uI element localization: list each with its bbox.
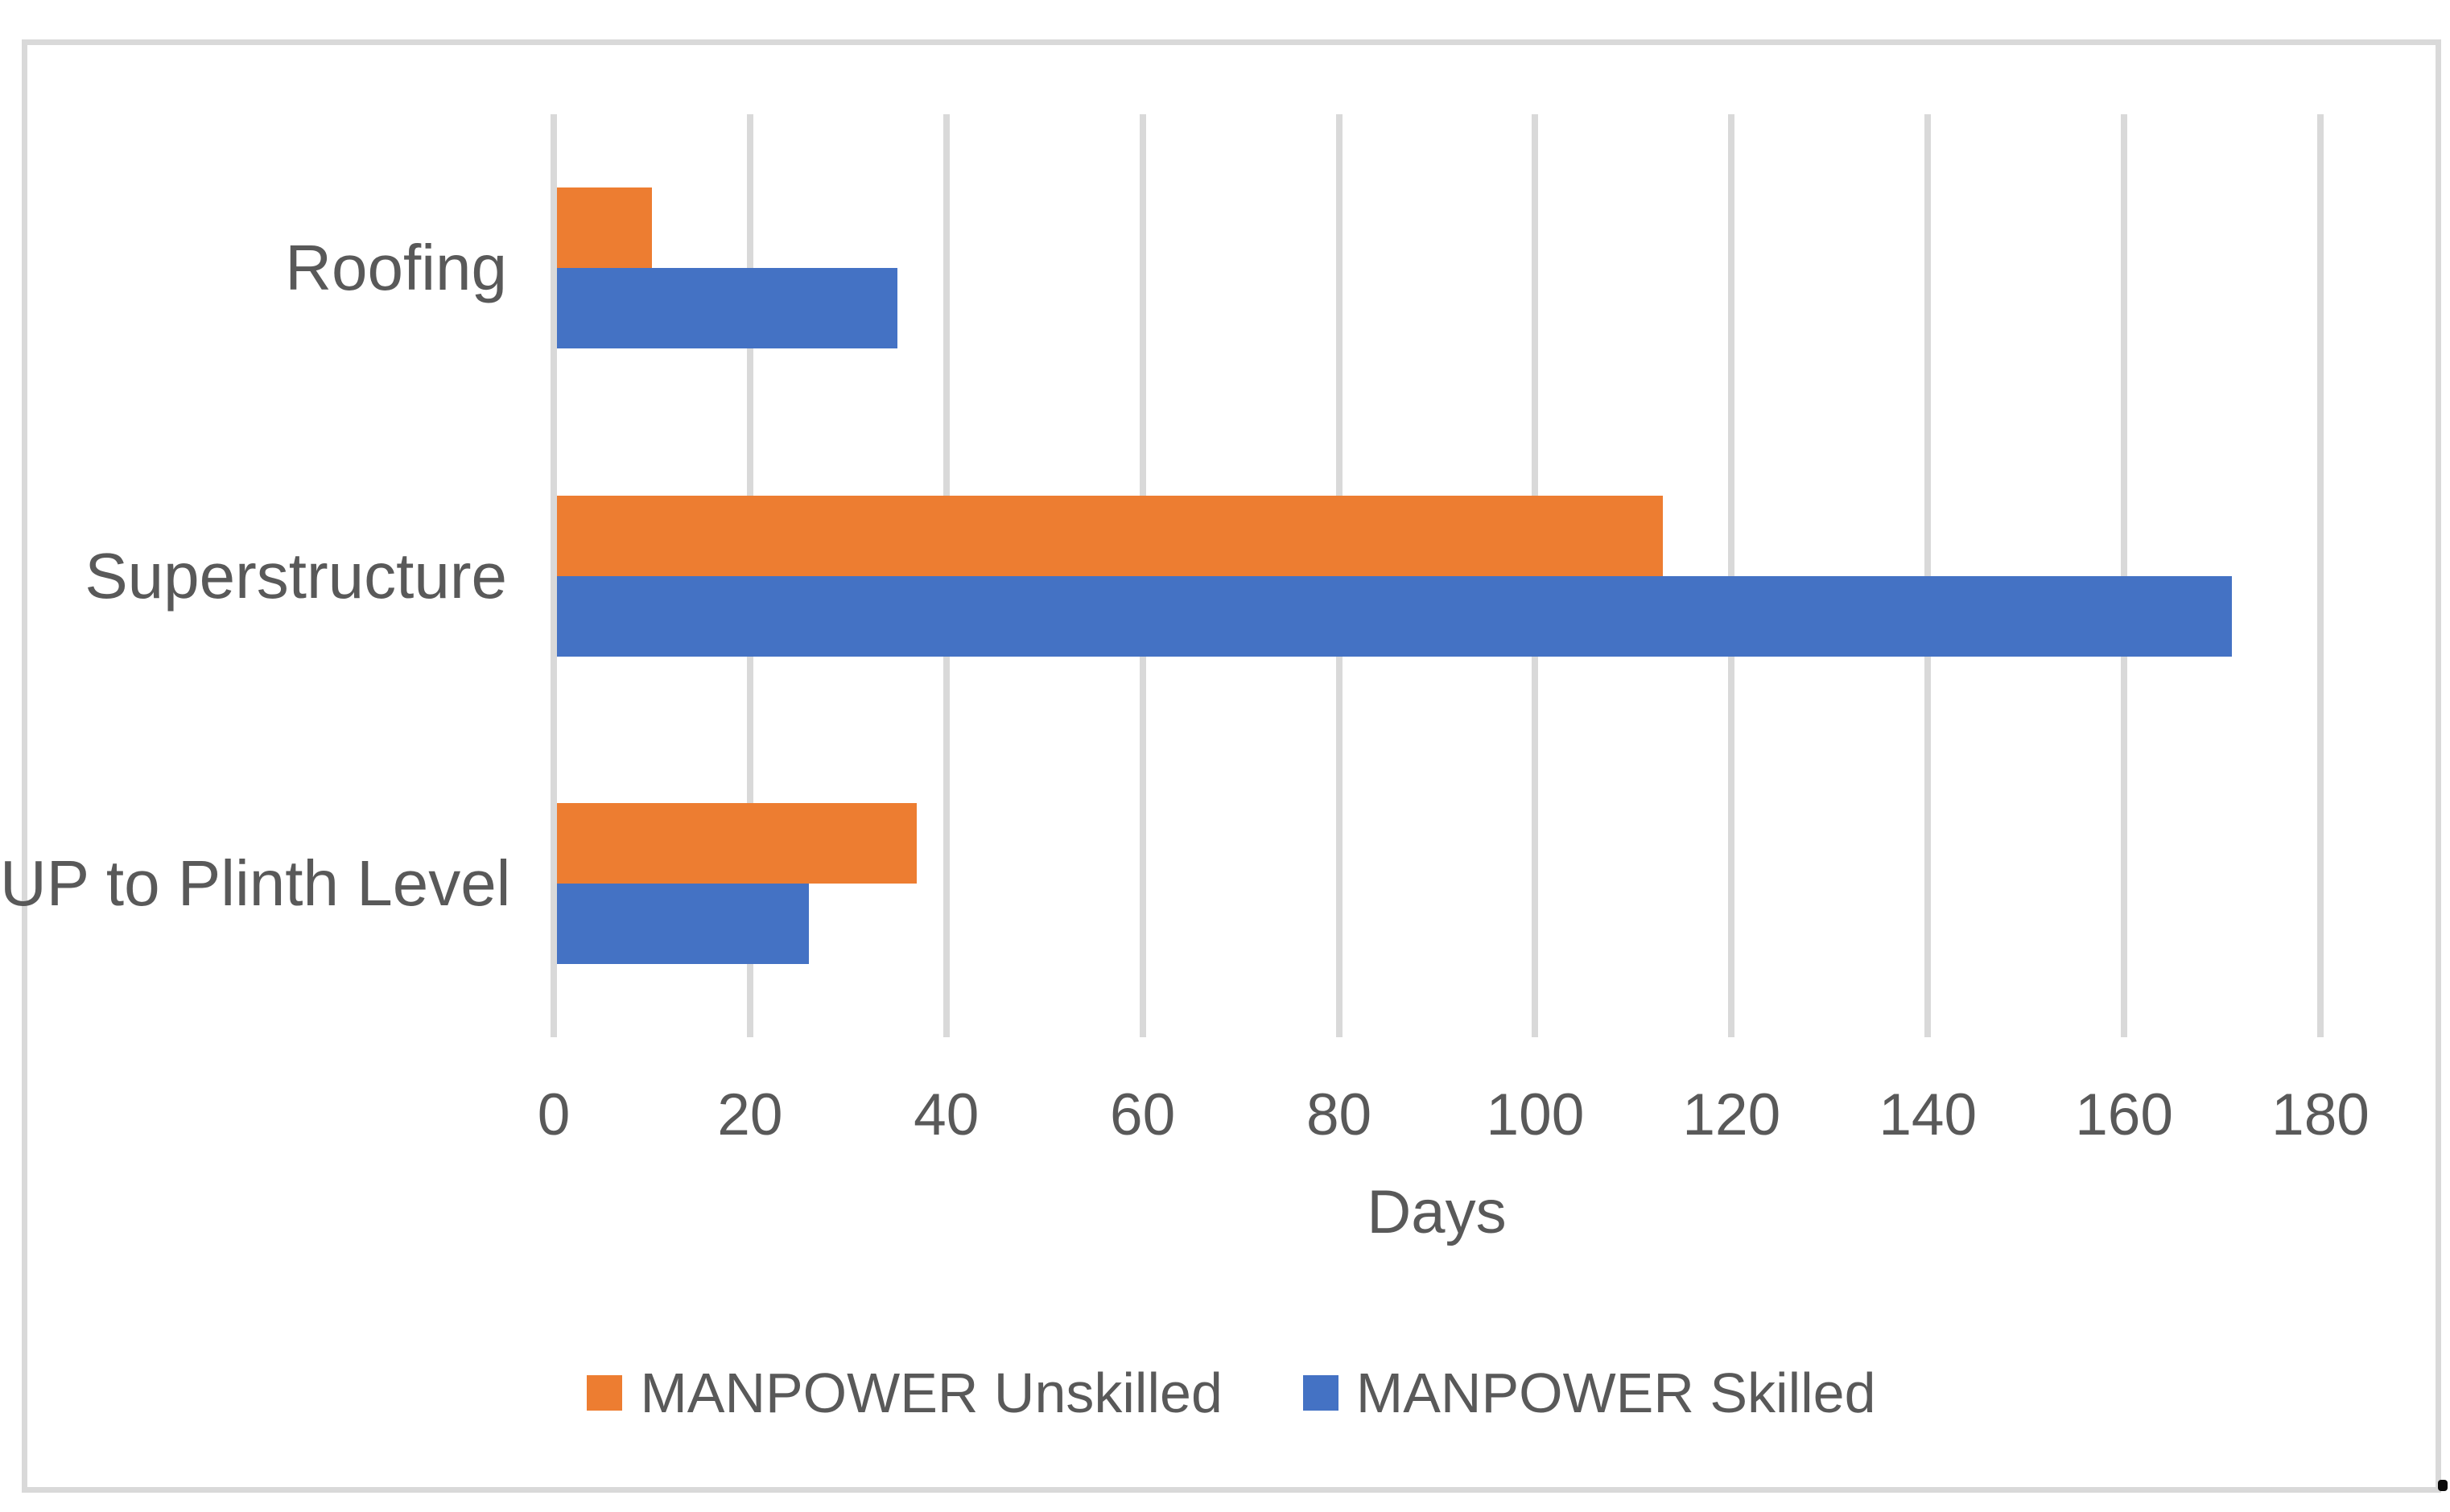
legend: MANPOWER Unskilled MANPOWER Skilled <box>22 1362 2441 1424</box>
chart-frame <box>22 39 2441 1493</box>
legend-label-manpower-skilled: MANPOWER Skilled <box>1355 1362 1876 1424</box>
x-tick-label-180: 180 <box>2271 1082 2370 1147</box>
x-tick-label-0: 0 <box>537 1082 571 1147</box>
stray-period-dot <box>2438 1480 2448 1491</box>
category-label-superstructure: Superstructure <box>85 539 507 612</box>
x-tick-label-20: 20 <box>717 1082 783 1147</box>
legend-swatch-manpower-unskilled <box>587 1375 623 1411</box>
x-tick-label-140: 140 <box>1879 1082 1978 1147</box>
x-axis-title: Days <box>1367 1178 1507 1246</box>
category-label-up-to-plinth-level: UP to Plinth Level <box>0 847 511 919</box>
x-tick-label-60: 60 <box>1110 1082 1176 1147</box>
x-tick-label-40: 40 <box>914 1082 980 1147</box>
x-tick-label-100: 100 <box>1486 1082 1585 1147</box>
x-tick-label-120: 120 <box>1682 1082 1781 1147</box>
category-label-roofing: Roofing <box>285 232 507 304</box>
legend-swatch-manpower-skilled <box>1302 1375 1338 1411</box>
legend-item-manpower-skilled: MANPOWER Skilled <box>1302 1362 1876 1424</box>
x-tick-label-80: 80 <box>1305 1082 1372 1147</box>
x-tick-label-160: 160 <box>2075 1082 2174 1147</box>
legend-item-manpower-unskilled: MANPOWER Unskilled <box>587 1362 1223 1424</box>
legend-label-manpower-unskilled: MANPOWER Unskilled <box>640 1362 1223 1424</box>
